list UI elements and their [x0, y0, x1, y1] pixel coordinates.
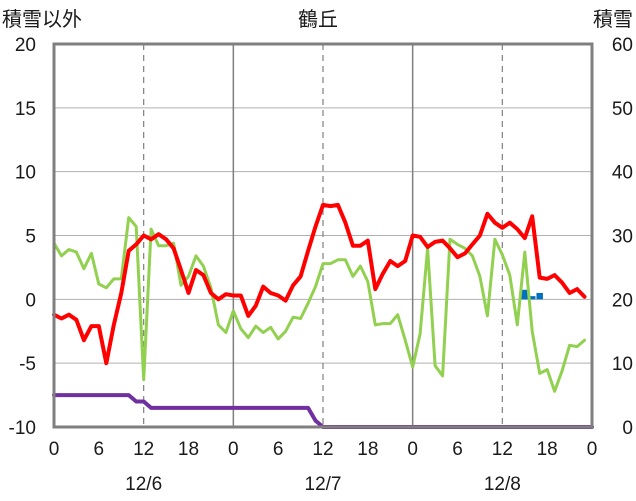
bar [521, 289, 528, 300]
bar [536, 292, 543, 300]
hour-tick-label: 0 [587, 439, 598, 460]
left-axis-label: 積雪以外 [2, 7, 82, 31]
series-line [52, 216, 586, 393]
hour-tick-label: 12 [133, 439, 154, 460]
hour-tick-label: 18 [178, 439, 199, 460]
hour-tick-label: 6 [273, 439, 284, 460]
bar-series [521, 289, 543, 300]
right-tick-label: 50 [612, 99, 633, 120]
line-series [52, 202, 594, 429]
right-tick-label: 0 [622, 418, 633, 439]
day-label: 12/6 [125, 474, 162, 495]
hour-tick-label: 18 [357, 439, 378, 460]
bar [528, 296, 536, 300]
left-tick-label: 15 [15, 99, 36, 120]
right-tick-label: 60 [612, 35, 633, 56]
grid [54, 44, 592, 427]
hour-tick-label: 0 [49, 439, 60, 460]
left-tick-label: 5 [25, 227, 36, 248]
hour-tick-label: 6 [94, 439, 105, 460]
hour-tick-label: 0 [228, 439, 239, 460]
hour-tick-label: 18 [537, 439, 558, 460]
day-label: 12/8 [484, 474, 521, 495]
right-tick-label: 20 [612, 290, 633, 311]
chart-title: 鶴丘 [298, 7, 338, 31]
hour-tick-label: 0 [407, 439, 418, 460]
right-axis-label: 積雪 [593, 7, 633, 31]
right-tick-label: 10 [612, 354, 633, 375]
series-line [52, 202, 587, 366]
left-tick-label: 20 [15, 35, 36, 56]
hour-tick-label: 6 [452, 439, 463, 460]
left-tick-label: -5 [19, 354, 36, 375]
left-tick-label: 10 [15, 163, 36, 184]
left-tick-label: -10 [9, 418, 36, 439]
right-tick-label: 40 [612, 163, 633, 184]
plot-frame [52, 42, 594, 429]
right-tick-label: 30 [612, 227, 633, 248]
series-line [52, 393, 594, 429]
hour-tick-label: 12 [312, 439, 333, 460]
left-tick-label: 0 [25, 290, 36, 311]
day-label: 12/7 [305, 474, 342, 495]
hour-tick-label: 12 [492, 439, 513, 460]
